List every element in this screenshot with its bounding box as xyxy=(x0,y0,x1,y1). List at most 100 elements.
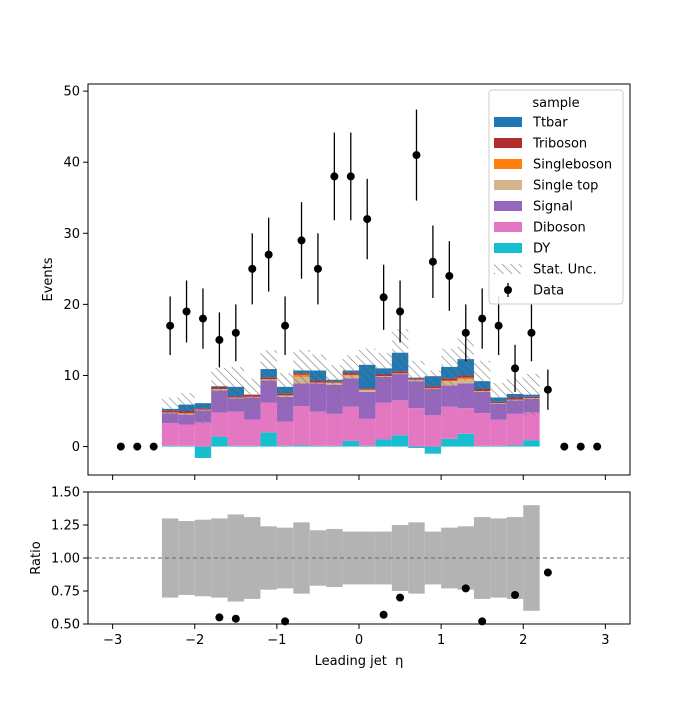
bar-dy xyxy=(506,445,524,447)
x-tick-label: −1 xyxy=(267,633,286,648)
stat-unc-band xyxy=(227,367,245,407)
ratio-point xyxy=(281,617,290,626)
y-tick-label: 30 xyxy=(63,227,80,242)
data-point xyxy=(412,151,421,160)
stat-unc-band xyxy=(391,329,409,377)
legend-label-ttbar: Ttbar xyxy=(532,116,568,131)
bar-diboson xyxy=(424,415,442,447)
stat-unc-band xyxy=(408,360,425,398)
bar-single-top xyxy=(457,379,474,384)
data-point xyxy=(166,321,175,330)
ratio-y-tick-label: 1.00 xyxy=(51,552,80,567)
bar-signal xyxy=(309,383,327,412)
stat-unc-band xyxy=(161,397,179,421)
data-point xyxy=(428,257,437,266)
bar-dy xyxy=(490,445,507,447)
bar-dy xyxy=(523,440,540,447)
ratio-unc-band xyxy=(161,518,179,598)
bar-signal xyxy=(178,414,195,425)
legend-label-singleboson: Singleboson xyxy=(533,158,612,173)
stat-unc-band xyxy=(260,350,277,388)
data-point xyxy=(576,442,585,451)
ratio-unc-band xyxy=(441,527,458,589)
bar-diboson xyxy=(244,419,261,446)
data-point xyxy=(133,442,142,451)
legend-swatch-data xyxy=(504,286,512,294)
legend-swatch-single-top xyxy=(494,180,522,190)
data-point xyxy=(593,442,602,451)
ratio-points xyxy=(215,568,552,626)
bar-dy xyxy=(260,432,277,447)
bar-diboson xyxy=(441,406,458,439)
x-tick-label: 1 xyxy=(437,633,445,648)
stat-unc-band xyxy=(375,352,392,385)
stat-unc-band xyxy=(523,373,540,416)
data-point xyxy=(396,307,405,316)
x-tick-label: −2 xyxy=(185,633,204,648)
legend-label-signal: Signal xyxy=(533,200,573,215)
legend-label-triboson: Triboson xyxy=(532,137,587,152)
bar-diboson xyxy=(260,402,277,433)
bar-diboson xyxy=(473,413,491,446)
stat-unc-band xyxy=(506,377,524,411)
legend-items: Ttbar Triboson Singleboson Single top Signal… xyxy=(494,116,612,299)
legend-frame xyxy=(488,89,624,305)
ratio-point xyxy=(478,617,487,626)
bar-single-top xyxy=(359,389,376,392)
bar-dy xyxy=(293,445,310,447)
x-tick-label: 2 xyxy=(519,633,527,648)
data-point xyxy=(494,321,503,330)
stat-unc-band xyxy=(473,360,491,402)
bar-diboson xyxy=(408,408,425,447)
data-point xyxy=(182,307,191,316)
legend-swatch-stat-unc xyxy=(494,264,522,274)
legend-swatch-ttbar xyxy=(494,117,522,127)
bar-diboson xyxy=(178,424,195,446)
ratio-unc-band xyxy=(391,525,409,591)
data-point xyxy=(297,236,306,245)
data-point xyxy=(527,328,536,337)
bar-diboson xyxy=(391,400,409,436)
y-tick-label: 40 xyxy=(63,156,80,171)
x-tick-label: −3 xyxy=(103,633,122,648)
data-point xyxy=(346,172,355,181)
bar-diboson xyxy=(211,412,228,437)
bar-signal xyxy=(457,383,474,409)
y-axis-label: Events xyxy=(41,257,56,301)
ratio-unc-band xyxy=(359,531,376,585)
data-point xyxy=(363,215,372,224)
ratio-point xyxy=(379,610,388,619)
x-tick-label: 0 xyxy=(355,633,363,648)
ratio-unc-band xyxy=(490,518,507,598)
legend-label-stat-unc: Stat. Unc. xyxy=(533,263,597,278)
stat-unc-band xyxy=(293,349,310,392)
data-point xyxy=(461,328,470,337)
ratio-unc-band xyxy=(408,522,425,594)
bar-dy xyxy=(161,445,179,447)
bar-signal xyxy=(441,385,458,407)
data-point xyxy=(248,264,257,273)
bar-dy xyxy=(424,446,442,454)
data-point xyxy=(445,271,454,280)
data-point xyxy=(281,321,290,330)
stat-unc-band xyxy=(194,405,212,424)
bar-dy xyxy=(457,433,474,447)
bar-dy xyxy=(391,435,409,447)
data-point xyxy=(215,335,224,344)
bar-diboson xyxy=(161,423,179,446)
ratio-unc-band xyxy=(457,526,474,590)
stat-unc-band xyxy=(309,354,327,387)
ratio-unc-band xyxy=(309,530,327,586)
legend-title: sample xyxy=(532,96,579,111)
bar-diboson xyxy=(293,406,310,446)
bar-signal xyxy=(276,396,294,422)
data-point xyxy=(511,364,520,373)
bar-triboson xyxy=(359,388,376,390)
ratio-x-ticks: −3 −2 −1 0 1 2 3 xyxy=(103,624,610,648)
bar-diboson xyxy=(490,419,507,446)
legend-swatch-signal xyxy=(494,201,522,211)
ratio-point xyxy=(396,593,405,602)
y-tick-label: 50 xyxy=(63,85,80,100)
data-point xyxy=(560,442,569,451)
